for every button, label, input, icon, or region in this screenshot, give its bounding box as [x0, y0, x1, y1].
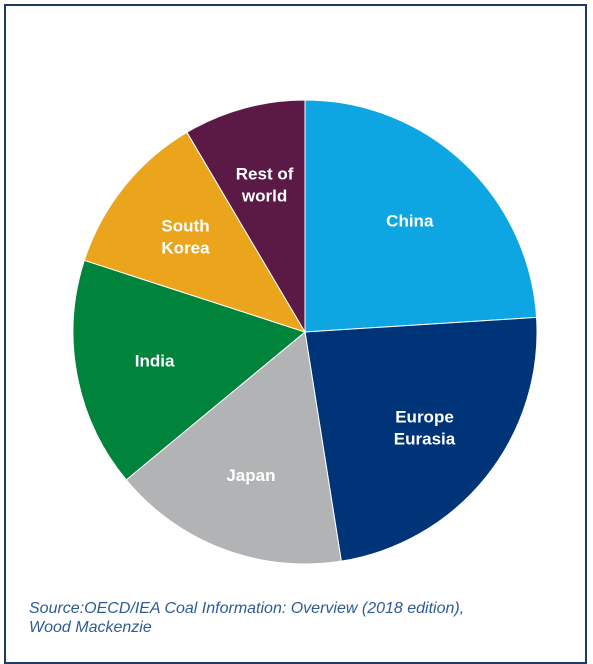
pie-label-india: India [135, 352, 175, 371]
pie-slice-south-korea [83, 131, 307, 333]
pie-label-japan: Japan [226, 466, 275, 485]
pie-slice-china [304, 99, 538, 333]
source-line-2: Wood Mackenzie [29, 619, 152, 636]
pie-label-europe-eurasia: Europe Eurasia [394, 408, 456, 449]
source-line-1: Source:OECD/IEA Coal Information: Overvi… [29, 600, 465, 617]
source-note: Source:OECD/IEA Coal Information: Overvi… [29, 599, 569, 637]
pie-label-rest-of-world: Rest of world [236, 164, 294, 205]
pie-slice-europe-eurasia [304, 316, 538, 562]
pie-chart: China Europe Eurasia Japan India South Korea Re… [72, 99, 538, 565]
pie-slice-rest-of-world [186, 99, 306, 334]
pie-label-south-korea: South Korea [161, 216, 210, 257]
pie-slice-india [72, 259, 307, 481]
pie-label-china: China [386, 211, 434, 230]
pie-slice-japan [125, 331, 342, 565]
